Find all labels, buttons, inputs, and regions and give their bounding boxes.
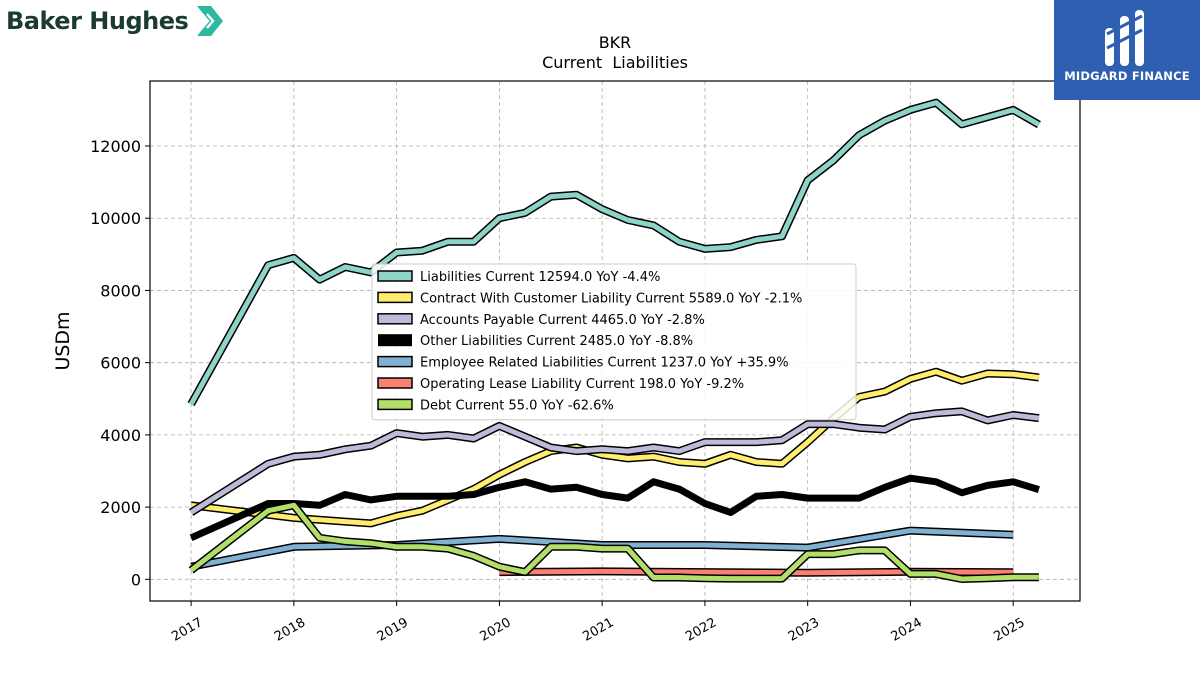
legend-swatch [377, 355, 413, 368]
y-tick-label: 4000 [100, 426, 141, 445]
legend-item: Accounts Payable Current 4465.0 YoY -2.8… [377, 313, 705, 328]
x-tick-label: 2021 [580, 615, 616, 645]
legend-swatch [377, 377, 413, 389]
x-tick-label: 2018 [272, 615, 308, 645]
axes-frame [149, 80, 1081, 602]
chevron-stripes-icon [197, 6, 224, 36]
company-name: Baker Hughes [6, 7, 189, 35]
legend-label: Employee Related Liabilities Current 123… [420, 356, 789, 371]
legend-item: Employee Related Liabilities Current 123… [377, 355, 789, 371]
x-tick-label: 2023 [786, 615, 822, 645]
legend-label: Liabilities Current 12594.0 YoY -4.4% [420, 270, 660, 285]
series-1 [190, 367, 1040, 528]
legend-swatch [377, 291, 413, 304]
chart-title: BKR [599, 33, 632, 52]
legend-item: Debt Current 55.0 YoY -62.6% [377, 398, 614, 413]
legend-swatch [378, 334, 412, 347]
x-tick-label: 2019 [375, 615, 411, 645]
x-tick-label: 2024 [889, 615, 925, 645]
series-line [190, 369, 1040, 526]
legend-swatch [377, 270, 413, 282]
mf-monogram-icon [1105, 10, 1144, 66]
legend-label: Accounts Payable Current 4465.0 YoY -2.8… [420, 313, 705, 328]
y-tick-label: 8000 [100, 281, 141, 300]
legend-label: Operating Lease Liability Current 198.0 … [420, 377, 744, 392]
baker-hughes-logo: Baker Hughes [6, 4, 226, 38]
chart-subtitle: Current Liabilities [542, 53, 688, 72]
watermark-name: MIDGARD FINANCE [1064, 69, 1190, 83]
series-line [189, 474, 1040, 541]
x-tick-label: 2025 [991, 615, 1027, 645]
y-tick-label: 2000 [100, 498, 141, 517]
legend-item: Liabilities Current 12594.0 YoY -4.4% [377, 270, 660, 285]
y-tick-label: 12000 [90, 137, 141, 156]
series-2 [188, 407, 1040, 516]
legend-item: Contract With Customer Liability Current… [377, 291, 802, 306]
legend-label: Debt Current 55.0 YoY -62.6% [420, 398, 614, 413]
series-3 [189, 474, 1040, 541]
x-tick-label: 2022 [683, 615, 719, 645]
y-tick-label: 6000 [100, 354, 141, 373]
legend: Liabilities Current 12594.0 YoY -4.4% Con… [371, 263, 857, 421]
legend-item: Other Liabilities Current 2485.0 YoY -8.… [378, 334, 693, 349]
x-tick-label: 2020 [478, 615, 514, 645]
y-axis-label: USDm [52, 311, 74, 370]
series-lines [187, 98, 1041, 583]
legend-swatch [377, 398, 413, 411]
series-line [189, 502, 1039, 582]
legend-item: Operating Lease Liability Current 198.0 … [377, 377, 744, 392]
legend-swatch [377, 313, 413, 325]
series-line [189, 408, 1040, 515]
x-tick-label: 2017 [169, 615, 205, 645]
legend-label: Other Liabilities Current 2485.0 YoY -8.… [420, 334, 693, 349]
legend-box [371, 263, 857, 421]
midgard-finance-logo: MIDGARD FINANCE [1054, 0, 1200, 100]
y-tick-label: 10000 [90, 209, 141, 228]
legend-label: Contract With Customer Liability Current… [420, 291, 802, 306]
series-6 [188, 501, 1039, 583]
y-tick-label: 0 [131, 570, 141, 589]
